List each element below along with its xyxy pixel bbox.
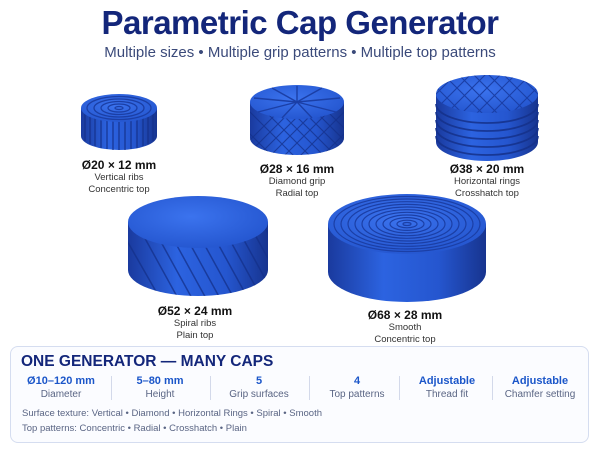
cap-1-size: Ø20 × 12 mm — [81, 158, 157, 172]
stat-diameter: Ø10–120 mm Diameter — [15, 374, 107, 401]
cap-2-label: Ø28 × 16 mm Diamond grip Radial top — [232, 162, 362, 200]
stat-value: Adjustable — [418, 375, 476, 387]
cap-5-grip: Smooth — [388, 322, 422, 333]
stat-divider — [111, 376, 112, 400]
stats-row: Ø10–120 mm Diameter 5–80 mm Height 5 Gri… — [11, 374, 590, 404]
stat-label: Thread fit — [425, 389, 469, 400]
top-patterns-line: Top patterns: Concentric • Radial • Cros… — [22, 423, 247, 434]
cap-1-grip: Vertical ribs — [94, 172, 144, 183]
cap-3-label: Ø38 × 20 mm Horizontal rings Crosshatch … — [422, 162, 552, 200]
cap-2-diamond-grip-radial — [250, 85, 344, 155]
stat-label: Grip surfaces — [229, 389, 289, 400]
stat-top-patterns: 4 Top patterns — [312, 374, 402, 401]
panel-title: ONE GENERATOR — MANY CAPS — [21, 353, 274, 370]
cap-4-top: Plain top — [176, 330, 214, 341]
stat-label: Top patterns — [329, 389, 385, 400]
cap-2-grip: Diamond grip — [268, 176, 326, 187]
stat-label: Diameter — [40, 389, 82, 400]
stat-value: 4 — [353, 375, 361, 387]
stat-chamfer: Adjustable Chamfer setting — [493, 374, 587, 401]
cap-4-size: Ø52 × 24 mm — [157, 304, 233, 318]
cap-5-size: Ø68 × 28 mm — [367, 308, 443, 322]
stat-value: Adjustable — [511, 375, 569, 387]
stat-label: Chamfer setting — [504, 389, 576, 400]
cap-2-top: Radial top — [275, 188, 319, 199]
stat-divider — [210, 376, 211, 400]
stat-value: 5–80 mm — [136, 375, 184, 387]
summary-panel: ONE GENERATOR — MANY CAPS Ø10–120 mm Dia… — [10, 346, 589, 443]
cap-2-size: Ø28 × 16 mm — [259, 162, 335, 176]
cap-3-grip: Horizontal rings — [454, 176, 520, 187]
surface-texture-line: Surface texture: Vertical • Diamond • Ho… — [22, 408, 323, 419]
stat-height: 5–80 mm Height — [114, 374, 206, 401]
stat-divider — [492, 376, 493, 400]
cap-4-label: Ø52 × 24 mm Spiral ribs Plain top — [130, 304, 260, 342]
stat-label: Height — [145, 389, 175, 400]
stat-thread-fit: Adjustable Thread fit — [401, 374, 493, 401]
stat-value: 5 — [255, 375, 263, 387]
cap-1-label: Ø20 × 12 mm Vertical ribs Concentric top — [54, 158, 184, 196]
cap-1-top: Concentric top — [88, 184, 150, 195]
cap-1-vertical-ribs-concentric — [81, 94, 157, 150]
stat-value: Ø10–120 mm — [27, 375, 95, 387]
page-title: Parametric Cap Generator — [101, 4, 499, 41]
cap-4-grip: Spiral ribs — [173, 318, 217, 329]
cap-4-spiral-ribs-plain — [128, 196, 268, 296]
cap-3-horizontal-rings-crosshatch — [435, 75, 539, 161]
cap-5-top: Concentric top — [374, 334, 436, 345]
cap-5-smooth-concentric — [328, 194, 486, 302]
stat-divider — [309, 376, 310, 400]
cap-3-size: Ø38 × 20 mm — [449, 162, 525, 176]
cap-5-label: Ø68 × 28 mm Smooth Concentric top — [340, 308, 470, 346]
cap-3-top: Crosshatch top — [455, 188, 519, 199]
page-subtitle: Multiple sizes • Multiple grip patterns … — [104, 44, 496, 61]
stat-divider — [399, 376, 400, 400]
stat-grip-surfaces: 5 Grip surfaces — [213, 374, 305, 401]
